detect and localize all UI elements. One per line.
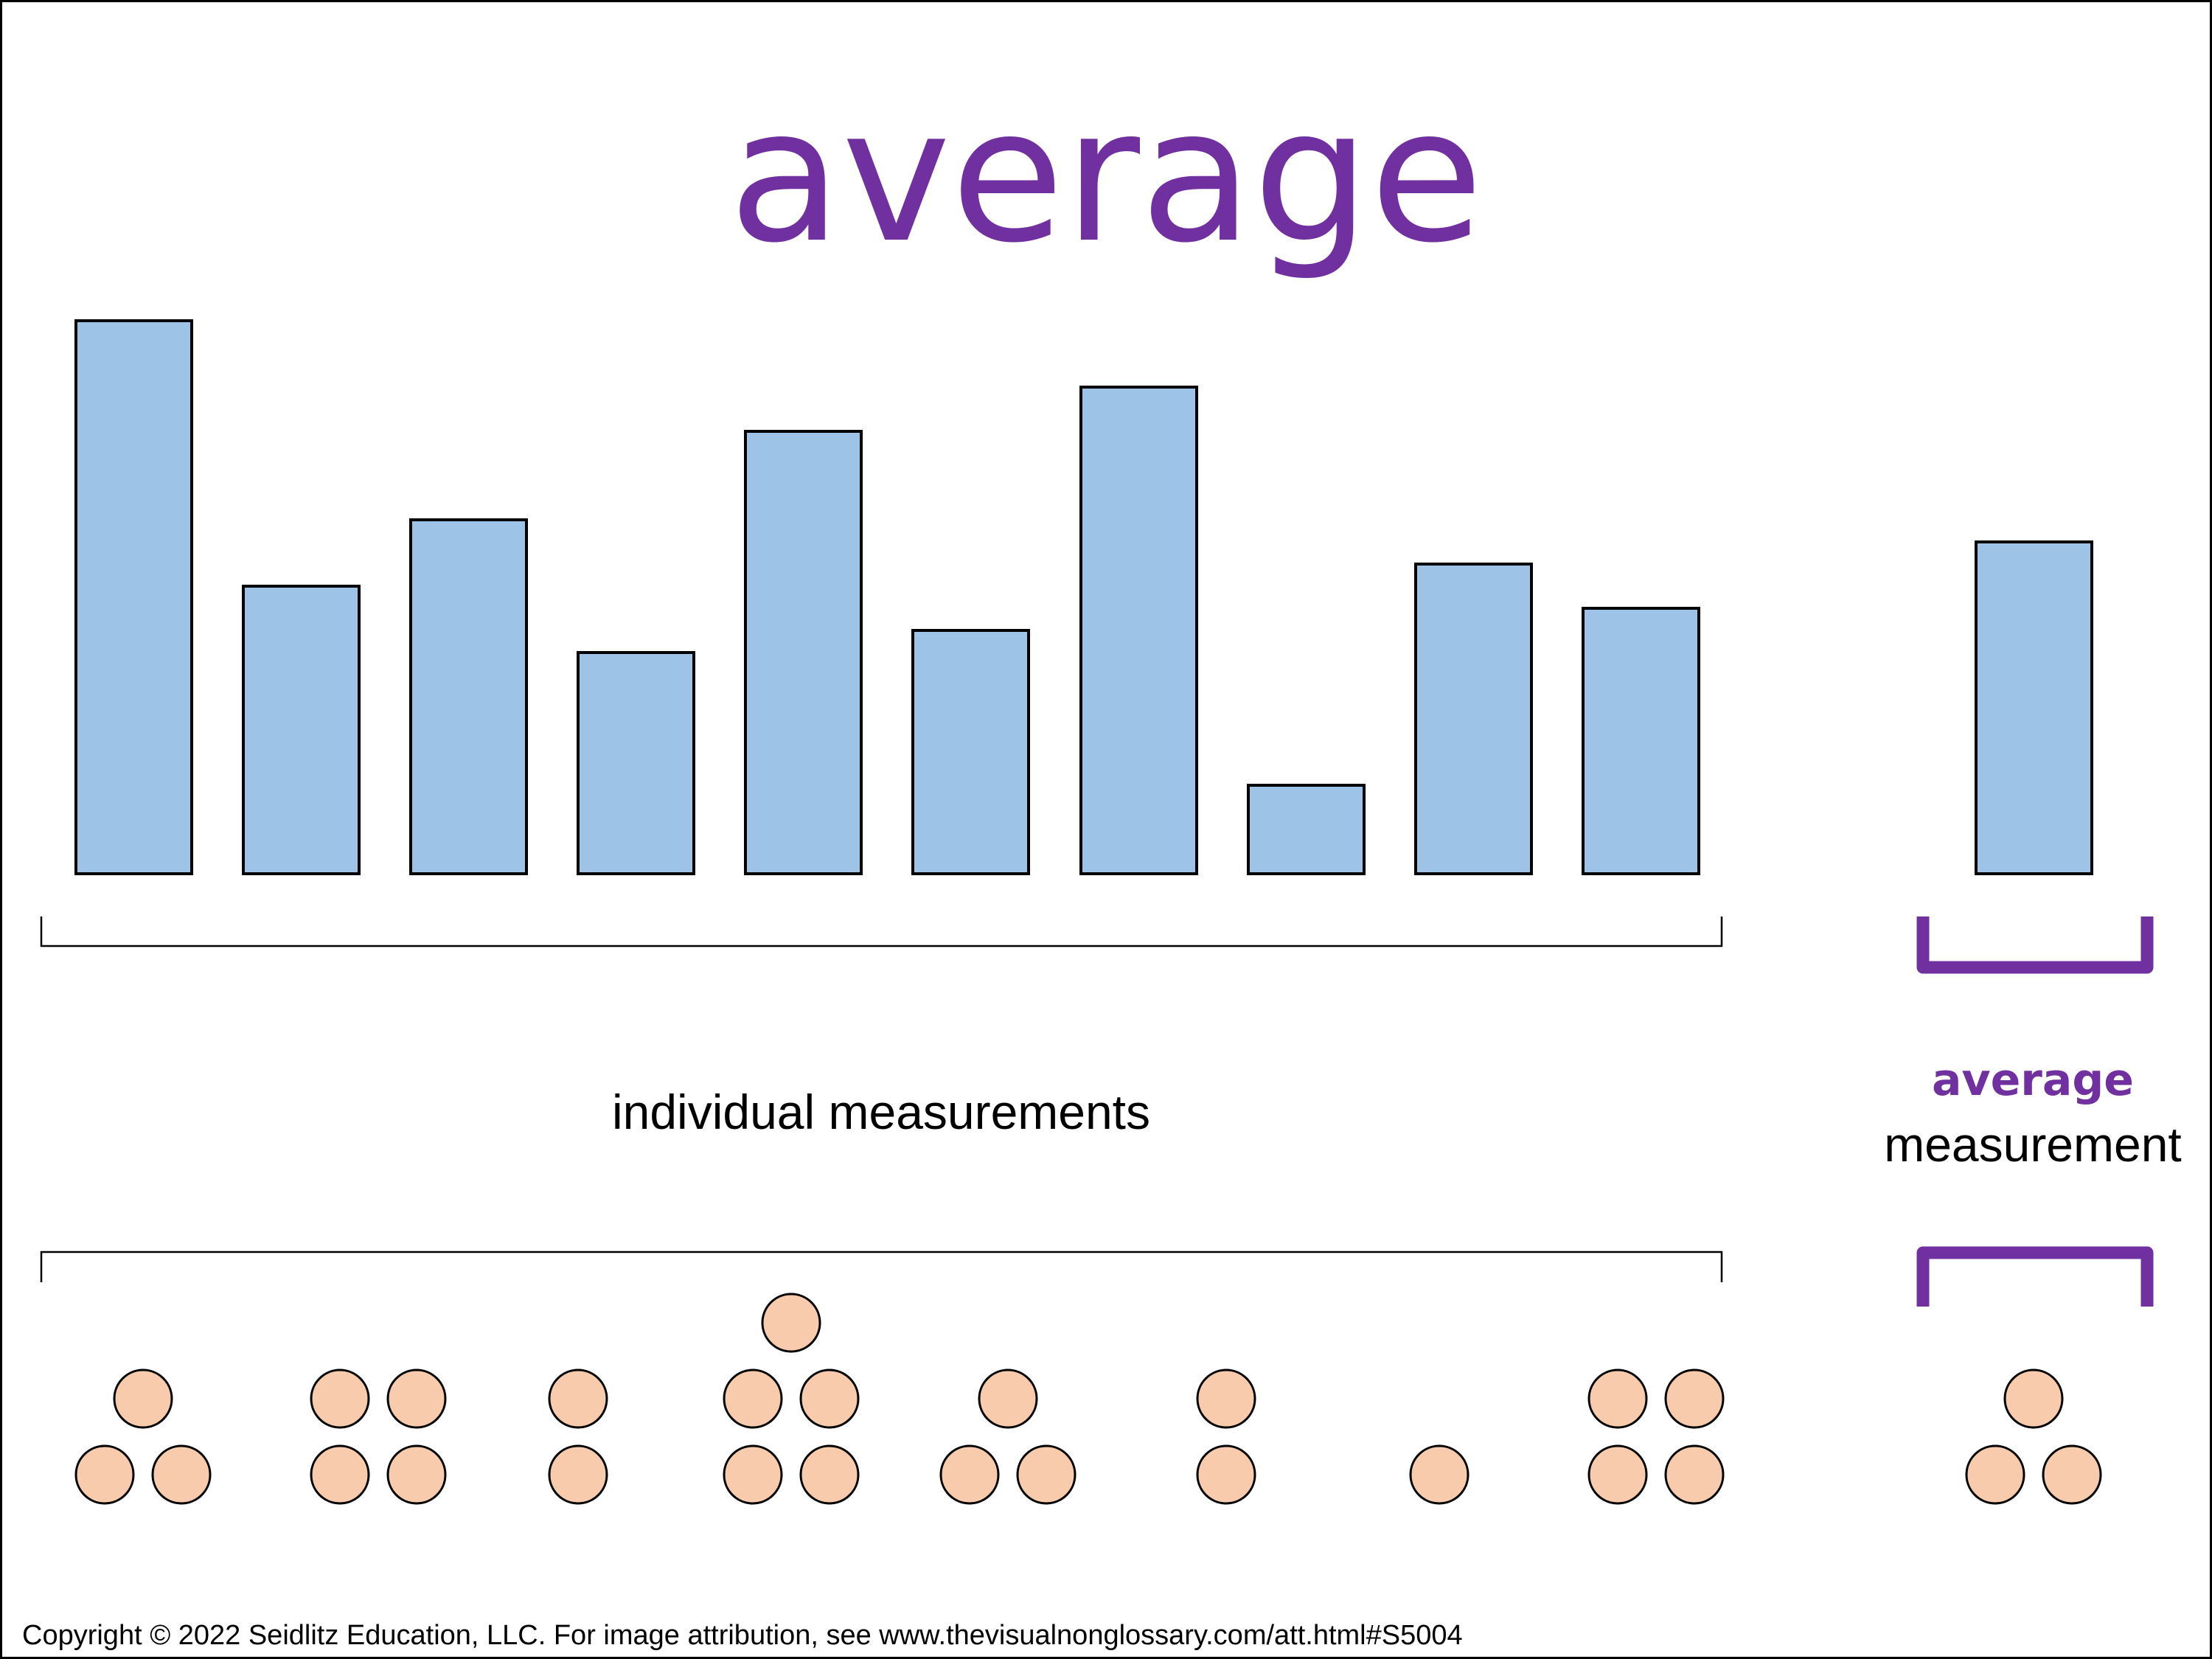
counter-circle-icon bbox=[74, 1444, 135, 1505]
counter-circle-icon bbox=[386, 1368, 447, 1429]
counter-circle-icon bbox=[1196, 1444, 1256, 1505]
average-counter-group bbox=[1965, 1368, 2102, 1505]
counter-circle-icon bbox=[723, 1444, 783, 1505]
individual-counter-groups bbox=[74, 1293, 1725, 1505]
measurement-bar bbox=[744, 430, 863, 875]
average-bar-group bbox=[1975, 540, 2093, 875]
counter-group bbox=[74, 1368, 212, 1505]
average-measurement-bar bbox=[1975, 540, 2093, 875]
average-label: average bbox=[1932, 1054, 2134, 1106]
average-counter-group bbox=[1965, 1368, 2102, 1505]
counter-circle-icon bbox=[2003, 1368, 2064, 1429]
counter-circle-icon bbox=[310, 1444, 370, 1505]
counter-group bbox=[310, 1368, 447, 1505]
counter-group bbox=[723, 1293, 860, 1505]
measurement-bar bbox=[1582, 607, 1700, 875]
measurement-bar bbox=[911, 629, 1030, 875]
measurement-bar bbox=[1414, 563, 1533, 875]
copyright-text: Copyright © 2022 Seidlitz Education, LLC… bbox=[22, 1620, 1463, 1651]
counter-circle-icon bbox=[799, 1368, 860, 1429]
counter-circle-icon bbox=[2042, 1444, 2102, 1505]
counter-group bbox=[1587, 1368, 1725, 1505]
counter-circle-icon bbox=[1965, 1444, 2025, 1505]
counter-group bbox=[1409, 1444, 1470, 1505]
measurement-bar bbox=[74, 319, 193, 875]
individual-measurements-label: individual measurements bbox=[612, 1085, 1150, 1139]
counter-circle-icon bbox=[1664, 1368, 1725, 1429]
bottom-bracket-individual bbox=[40, 1251, 1723, 1282]
counter-circle-icon bbox=[310, 1368, 370, 1429]
counter-circle-icon bbox=[978, 1368, 1038, 1429]
counter-circle-icon bbox=[386, 1444, 447, 1505]
counter-circle-icon bbox=[1016, 1444, 1077, 1505]
counter-circle-icon bbox=[1587, 1368, 1648, 1429]
counter-group bbox=[548, 1368, 608, 1505]
top-bracket-average bbox=[1916, 917, 2154, 974]
measurement-bar bbox=[1079, 386, 1198, 875]
individual-bars bbox=[74, 319, 1700, 875]
counter-circle-icon bbox=[151, 1444, 212, 1505]
measurement-label: measurement bbox=[1884, 1117, 2182, 1172]
counter-circle-icon bbox=[761, 1293, 821, 1353]
measurement-bar bbox=[1247, 784, 1366, 875]
counter-circle-icon bbox=[548, 1444, 608, 1505]
counter-circle-icon bbox=[1196, 1368, 1256, 1429]
diagram-title: average bbox=[728, 69, 1483, 283]
measurement-bar bbox=[409, 518, 528, 875]
counter-group bbox=[1196, 1368, 1256, 1505]
counter-circle-icon bbox=[939, 1444, 1000, 1505]
measurement-bar bbox=[577, 651, 695, 875]
counter-circle-icon bbox=[548, 1368, 608, 1429]
measurement-bar bbox=[242, 585, 361, 875]
counter-circle-icon bbox=[723, 1368, 783, 1429]
counter-circle-icon bbox=[799, 1444, 860, 1505]
counter-group bbox=[939, 1368, 1077, 1505]
counter-circle-icon bbox=[113, 1368, 173, 1429]
counter-circle-icon bbox=[1664, 1444, 1725, 1505]
top-bracket-individual bbox=[40, 917, 1723, 947]
counter-circle-icon bbox=[1587, 1444, 1648, 1505]
counter-circle-icon bbox=[1409, 1444, 1470, 1505]
bottom-bracket-average bbox=[1916, 1246, 2154, 1307]
